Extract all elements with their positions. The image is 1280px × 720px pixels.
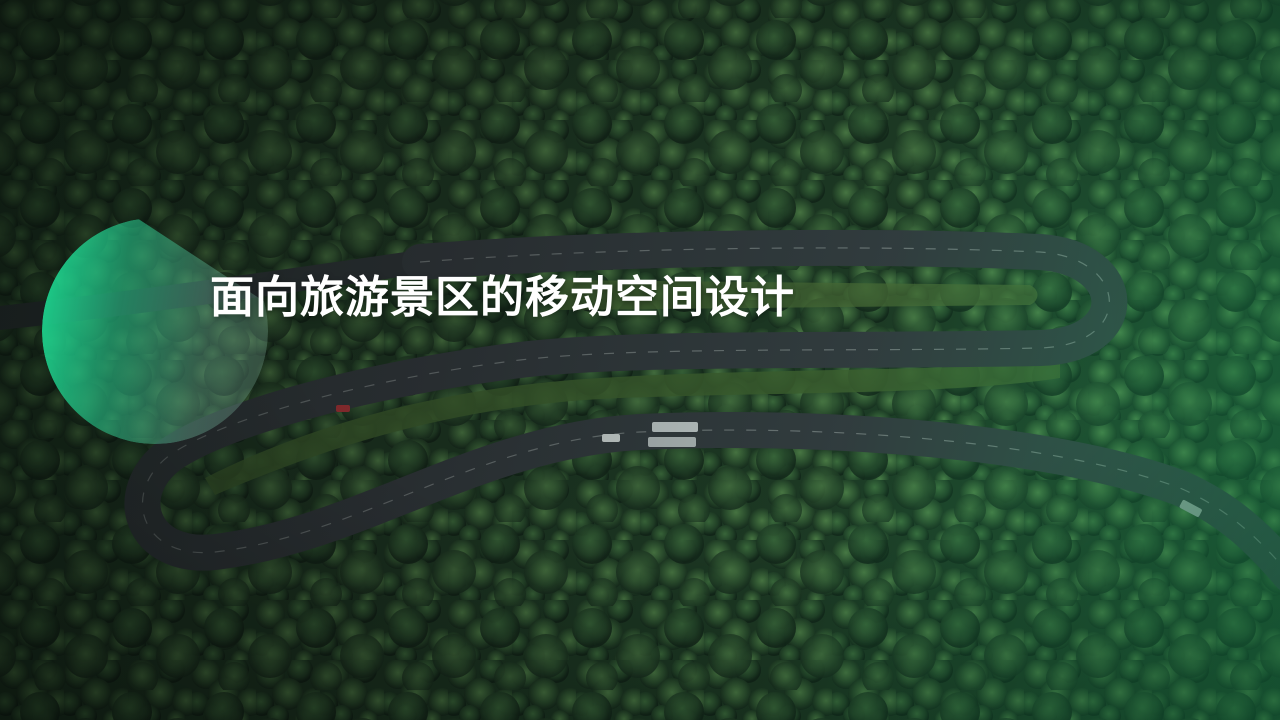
slide-title: 面向旅游景区的移动空间设计 bbox=[210, 272, 795, 323]
